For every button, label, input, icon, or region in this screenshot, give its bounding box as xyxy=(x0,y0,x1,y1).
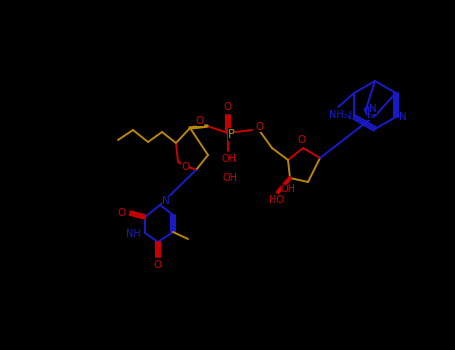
Text: N: N xyxy=(367,110,374,120)
Text: O: O xyxy=(224,102,232,112)
Text: O: O xyxy=(181,162,189,172)
Text: N: N xyxy=(162,196,170,206)
Text: N: N xyxy=(344,111,352,121)
Text: P: P xyxy=(228,127,234,140)
Text: O: O xyxy=(196,116,204,126)
Text: OH: OH xyxy=(222,154,237,164)
Text: OH: OH xyxy=(280,184,295,194)
Text: OH: OH xyxy=(222,173,238,183)
Text: NH₂: NH₂ xyxy=(329,110,348,120)
Text: HO: HO xyxy=(268,195,283,205)
Text: N: N xyxy=(399,112,407,122)
Text: NH: NH xyxy=(126,229,141,239)
Text: N: N xyxy=(369,104,377,114)
Text: O: O xyxy=(297,135,305,145)
Text: O: O xyxy=(154,260,162,270)
Text: O: O xyxy=(255,122,263,132)
Text: O: O xyxy=(118,208,126,218)
